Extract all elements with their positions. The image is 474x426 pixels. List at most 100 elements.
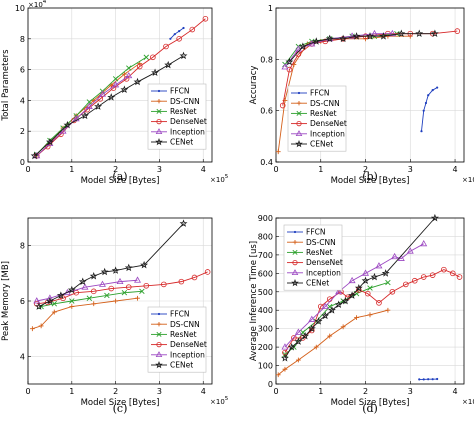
legend-label: FFCN [310, 89, 329, 98]
series-line [36, 271, 208, 305]
data-point [202, 15, 209, 22]
data-point [139, 288, 145, 295]
data-point [348, 291, 357, 299]
data-point [391, 252, 399, 260]
data-point [291, 335, 297, 341]
data-point [275, 149, 281, 155]
x-tick-label: 4 [453, 387, 458, 396]
legend-label: Inception [170, 350, 205, 359]
data-point [295, 140, 303, 148]
y-axis-title: Accuracy [249, 66, 259, 105]
y-tick-label: 0.8 [260, 55, 273, 64]
series-cenet [285, 29, 439, 66]
data-point [125, 284, 132, 290]
data-point [30, 151, 39, 160]
data-point [140, 260, 149, 269]
data-point [334, 300, 343, 309]
series-line [34, 55, 184, 157]
data-point [125, 71, 133, 79]
data-point [189, 26, 196, 33]
data-point [335, 287, 343, 295]
data-point [385, 279, 391, 286]
data-point [420, 130, 423, 133]
y-tick-label: 900 [258, 214, 273, 223]
data-point [427, 378, 430, 381]
data-point [420, 240, 428, 247]
data-point [56, 291, 65, 299]
data-point [441, 266, 447, 273]
legend-label: CENet [310, 140, 333, 149]
y-tick-label: 6 [20, 66, 25, 75]
data-point [100, 267, 109, 276]
data-point [292, 240, 298, 245]
data-point [397, 254, 405, 261]
data-point [301, 331, 310, 340]
series-cenet [30, 51, 188, 160]
legend-box [147, 83, 207, 150]
x-tick-label: 2 [113, 165, 118, 174]
x-tick-label: 1 [318, 387, 323, 396]
data-point [285, 57, 294, 66]
data-point [313, 344, 319, 350]
legend-box [283, 224, 343, 291]
series-inception [281, 240, 428, 350]
x-tick-label: 2 [363, 387, 368, 396]
data-point [155, 138, 163, 146]
legend-label: FFCN [306, 228, 325, 237]
y-tick-label: 2 [20, 127, 25, 136]
data-point [367, 312, 373, 318]
x-tick-label: 3 [157, 387, 162, 396]
data-point [81, 111, 89, 120]
data-point [436, 377, 439, 381]
x-axis-multiplier: ×105 [462, 396, 474, 406]
panel-label: (a) [112, 170, 127, 183]
series-line [421, 87, 438, 132]
data-point [294, 337, 303, 345]
y-tick-label: 4 [20, 96, 25, 105]
data-point [90, 288, 97, 295]
data-point [291, 269, 299, 275]
data-point [424, 101, 428, 105]
data-point [430, 29, 439, 38]
data-point [388, 29, 396, 37]
data-point [422, 378, 425, 381]
series-ds-cnn [275, 307, 391, 378]
data-point [298, 42, 307, 50]
data-point [151, 68, 159, 77]
data-point [51, 301, 58, 307]
data-point [108, 285, 115, 292]
x-tick-label: 1 [69, 387, 74, 396]
data-point [354, 283, 363, 292]
data-point [415, 29, 424, 38]
data-point [375, 262, 383, 269]
legend-label: DenseNet [170, 340, 207, 349]
data-point [282, 366, 288, 372]
series-line [289, 33, 435, 63]
data-point [51, 309, 57, 315]
data-point [45, 137, 54, 146]
data-point [296, 121, 302, 127]
x-tick-label: 1 [318, 165, 323, 174]
plot-frame [27, 7, 213, 163]
data-point [179, 51, 188, 60]
panel-label: (c) [113, 402, 128, 415]
y-tick-label: 700 [258, 251, 273, 260]
data-point [292, 259, 298, 266]
series-line [277, 309, 389, 376]
data-point [124, 263, 133, 272]
series-ds-cnn [29, 295, 140, 332]
series-densenet [33, 269, 211, 307]
data-point [157, 312, 161, 316]
data-point [352, 32, 361, 40]
data-point [307, 324, 316, 333]
series-line [284, 217, 436, 359]
chart-panel-d: 0 1 2 3 4 0 100 200 300 400 500 600 700 800 900 ×105 Mod… [249, 213, 474, 415]
data-point [161, 281, 167, 288]
data-point [113, 298, 119, 304]
y-tick-label: 1 [268, 4, 273, 13]
data-point [325, 34, 334, 43]
data-point [179, 219, 188, 227]
data-point [348, 276, 356, 284]
